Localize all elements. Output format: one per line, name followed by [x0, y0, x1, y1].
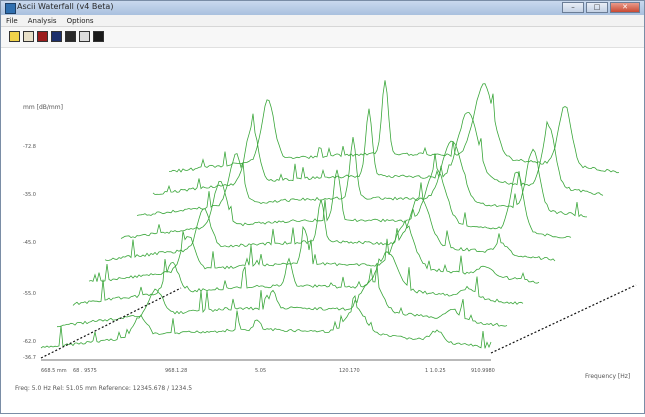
menu-analysis[interactable]: Analysis: [27, 17, 57, 25]
maximize-button[interactable]: □: [586, 2, 608, 13]
spectrum-trace: [56, 264, 508, 328]
grid-icon[interactable]: [79, 31, 90, 42]
x-tick: 120.170: [339, 368, 360, 374]
spectrum-trace: [152, 108, 604, 196]
depth-axis-right: [490, 284, 637, 354]
spectrum-trace: [136, 137, 588, 218]
play-icon[interactable]: [65, 31, 76, 42]
menu-file[interactable]: File: [6, 17, 18, 25]
status-text: Freq: 5.0 Hz Rel: 51.05 mm Reference: 12…: [15, 385, 193, 392]
waterfall-canvas: [40, 80, 637, 361]
y-tick: -72.8: [23, 144, 36, 150]
menu-bar: File Analysis Options: [1, 15, 644, 27]
x-axis-title: Frequency [Hz]: [585, 373, 631, 380]
close-button[interactable]: ✕: [610, 2, 640, 13]
open-icon[interactable]: [9, 31, 20, 42]
spectrum-trace: [88, 219, 540, 284]
x-tick: 68 . 9575: [73, 368, 97, 374]
y-tick: -62.0: [23, 339, 36, 345]
toolbar: [1, 27, 644, 48]
spectrum-trace: [168, 80, 620, 174]
spectrum-trace: [72, 251, 524, 306]
menu-options[interactable]: Options: [66, 17, 94, 25]
x-tick: 5.05: [255, 368, 267, 374]
minimize-button[interactable]: –: [562, 2, 584, 13]
y-tick: -35.0: [23, 192, 36, 198]
spectrum-trace: [120, 153, 572, 239]
spectrum-trace: [40, 295, 492, 349]
color-icon[interactable]: [23, 31, 34, 42]
title-bar[interactable]: Ascii Waterfall (v4 Beta) – □ ✕: [1, 1, 644, 15]
y-axis-title: mm [dB/mm]: [23, 104, 63, 111]
red-icon[interactable]: [37, 31, 48, 42]
window-title: Ascii Waterfall (v4 Beta): [17, 2, 114, 11]
spectrum-traces: [40, 80, 620, 349]
x-tick: 668.5 mm: [41, 368, 67, 374]
spectrum-trace: [104, 182, 556, 262]
blue-icon[interactable]: [51, 31, 62, 42]
y-tick: -36.7: [23, 355, 36, 361]
depth-axis-left: [40, 287, 182, 359]
x-tick: 1 1.0.25: [425, 368, 446, 374]
waterfall-plot[interactable]: mm [dB/mm] -72.8 -35.0 -45.0 -55.0 -62.0…: [1, 48, 644, 413]
x-tick: 910.9980: [471, 368, 495, 374]
y-tick: -45.0: [23, 240, 36, 246]
zoom-icon[interactable]: [93, 31, 104, 42]
app-icon: [5, 3, 16, 14]
x-tick: 968.1.28: [165, 368, 188, 374]
y-tick: -55.0: [23, 291, 36, 297]
